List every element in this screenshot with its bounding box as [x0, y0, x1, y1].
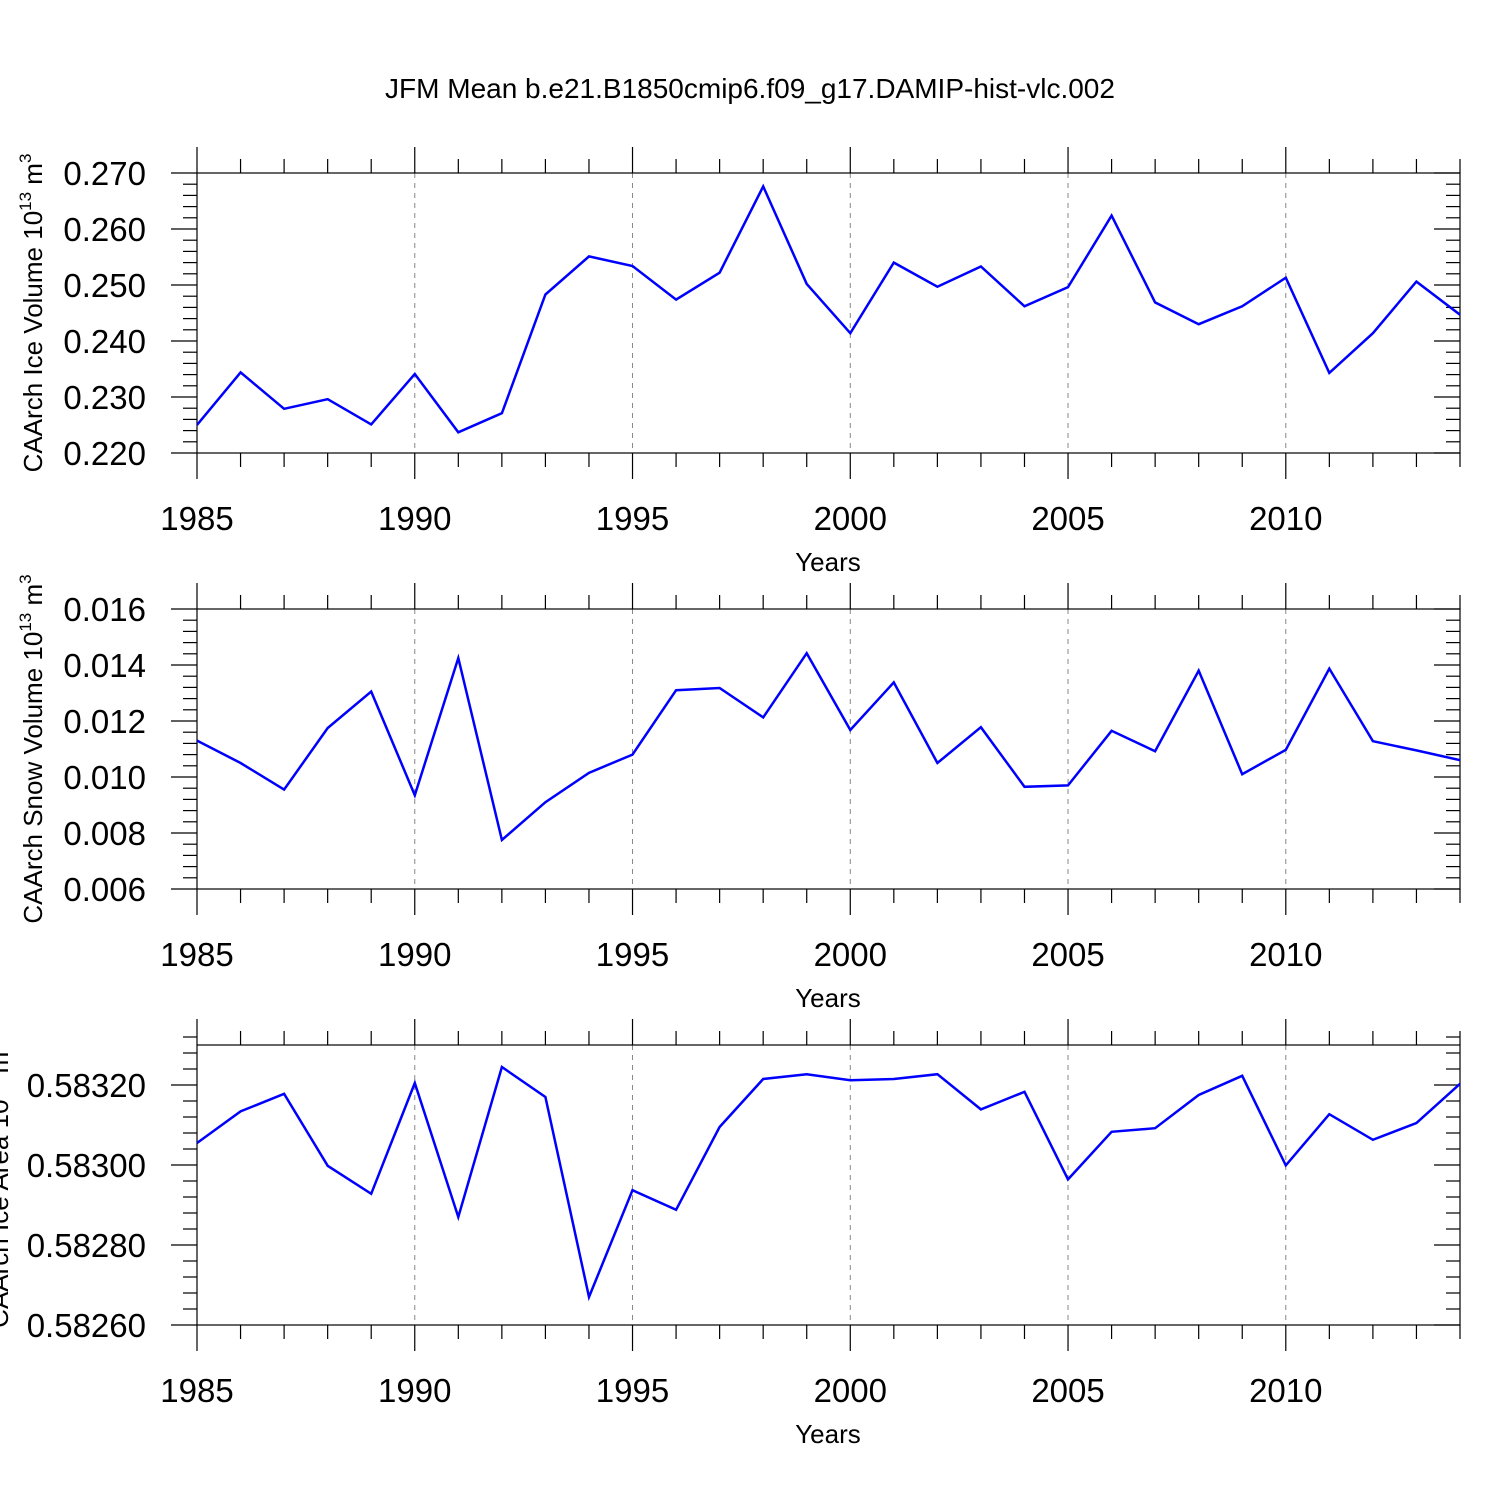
x-tick-label: 2010: [1249, 936, 1322, 973]
y-tick-label: 0.012: [63, 703, 146, 740]
y-tick-label: 0.58320: [27, 1067, 146, 1104]
plot-frame: [196, 1044, 1461, 1326]
y-tick-label: 0.58300: [27, 1147, 146, 1184]
chart-panel-3: 1985 1990 1995 2000 2005 2010 Years 0.58260 0.58…: [0, 1019, 1461, 1449]
x-tick-label: 2000: [814, 936, 887, 973]
data-series-line: [197, 183, 1460, 434]
x-tick-label: 2000: [814, 1372, 887, 1409]
y-tick-label: 0.006: [63, 871, 146, 908]
x-tick-label: 2005: [1031, 500, 1104, 537]
plot-frame: [196, 608, 1461, 890]
data-series-line: [197, 1064, 1460, 1302]
chart-panel-1: 1985 1990 1995 2000 2005 2010 Years 0.220 0.230 0…: [16, 147, 1461, 577]
y-tick-label: 0.220: [63, 435, 146, 472]
x-tick-label: 2010: [1249, 500, 1322, 537]
y-tick-label: 0.58260: [27, 1307, 146, 1344]
x-tick-label: 2000: [814, 500, 887, 537]
x-tick-label: 1990: [378, 936, 451, 973]
y-tick-label: 0.240: [63, 323, 146, 360]
x-tick-label: 2005: [1031, 936, 1104, 973]
y-tick-label: 0.58280: [27, 1227, 146, 1264]
x-tick-label: 1990: [378, 500, 451, 537]
x-tick-label: 1985: [160, 1372, 233, 1409]
y-tick-label: 0.230: [63, 379, 146, 416]
y-axis-label: CAArch Ice Area 1013 m2: [0, 1042, 14, 1328]
y-axis-label: CAArch Ice Volume 1013 m3: [16, 154, 48, 473]
plot-frame: [196, 172, 1461, 454]
x-tick-label: 1985: [160, 500, 233, 537]
chart-panel-2: 1985 1990 1995 2000 2005 2010 Years 0.006 0.008 0…: [16, 574, 1461, 1013]
y-tick-label: 0.014: [63, 647, 146, 684]
y-axis-label: CAArch Snow Volume 1013 m3: [16, 574, 48, 923]
x-axis-label: Years: [795, 983, 861, 1013]
data-series-line: [197, 650, 1460, 843]
y-tick-label: 0.270: [63, 155, 146, 192]
x-tick-label: 2005: [1031, 1372, 1104, 1409]
x-tick-label: 1995: [596, 1372, 669, 1409]
x-tick-label: 2010: [1249, 1372, 1322, 1409]
figure-title: JFM Mean b.e21.B1850cmip6.f09_g17.DAMIP-…: [385, 73, 1115, 104]
y-tick-label: 0.008: [63, 815, 146, 852]
x-axis-label: Years: [795, 1419, 861, 1449]
x-axis-label: Years: [795, 547, 861, 577]
x-tick-label: 1995: [596, 936, 669, 973]
y-tick-label: 0.260: [63, 211, 146, 248]
y-tick-label: 0.250: [63, 267, 146, 304]
y-tick-label: 0.010: [63, 759, 146, 796]
y-tick-label: 0.016: [63, 591, 146, 628]
x-tick-label: 1985: [160, 936, 233, 973]
x-tick-label: 1990: [378, 1372, 451, 1409]
x-tick-label: 1995: [596, 500, 669, 537]
